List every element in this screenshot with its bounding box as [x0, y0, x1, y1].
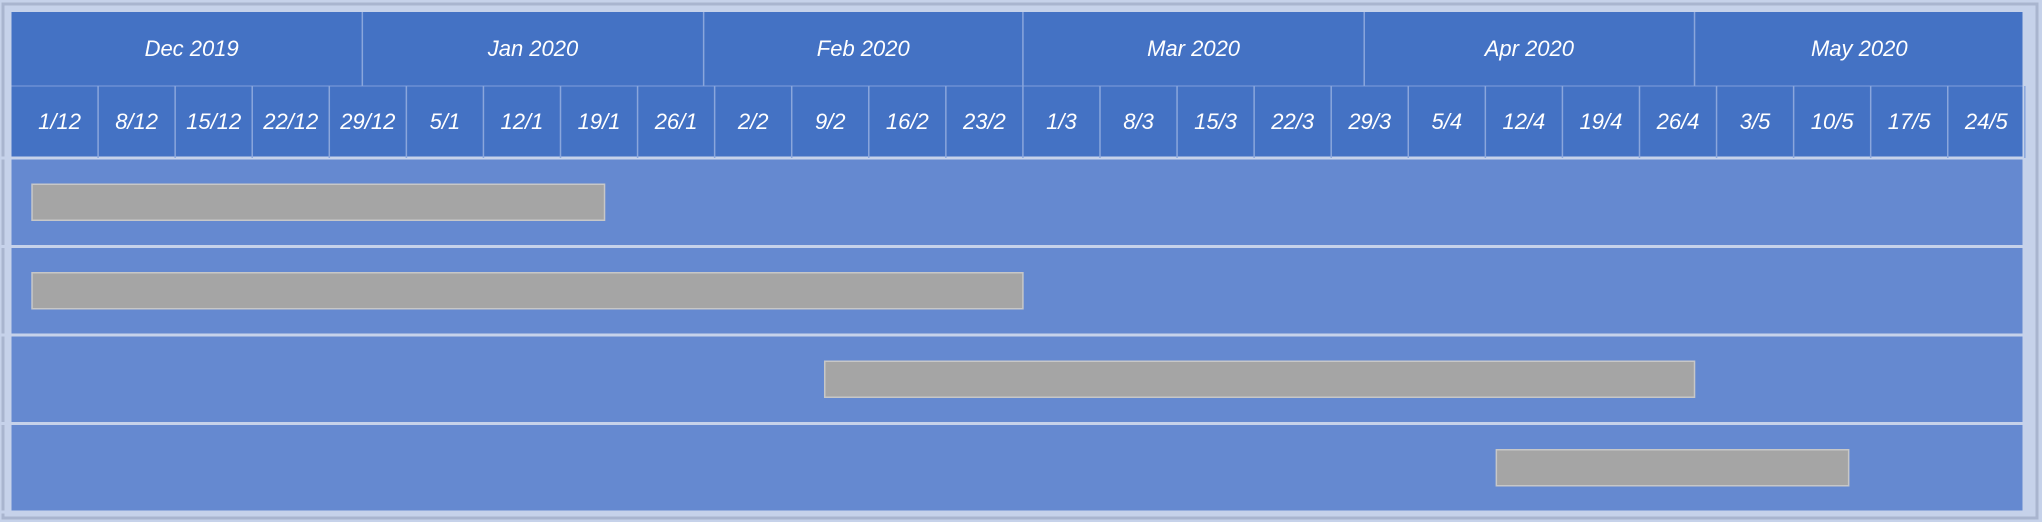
task-bar: [31, 272, 1024, 310]
week-label: 8/12: [115, 109, 158, 134]
week-label: 26/4: [1656, 109, 1700, 134]
week-header-bg: [10, 86, 2024, 158]
month-label: Dec 2019: [145, 36, 239, 61]
month-header-bg: [10, 12, 2024, 86]
week-label: 12/4: [1502, 109, 1545, 134]
week-label: 15/12: [186, 109, 241, 134]
week-label: 1/12: [38, 109, 81, 134]
week-label: 5/1: [430, 109, 461, 134]
week-label: 22/3: [1270, 109, 1315, 134]
week-label: 15/3: [1194, 109, 1238, 134]
week-label: 19/1: [578, 109, 621, 134]
week-label: 19/4: [1580, 109, 1623, 134]
week-label: 17/5: [1888, 109, 1932, 134]
week-label: 9/2: [815, 109, 846, 134]
week-label: 29/3: [1347, 109, 1392, 134]
month-label: May 2020: [1811, 36, 1908, 61]
week-label: 29/12: [339, 109, 395, 134]
week-label: 3/5: [1740, 109, 1771, 134]
week-label: 5/4: [1432, 109, 1463, 134]
week-label: 1/3: [1046, 109, 1077, 134]
week-label: 26/1: [654, 109, 698, 134]
week-label: 16/2: [886, 109, 929, 134]
month-label: Feb 2020: [817, 36, 911, 61]
week-label: 23/2: [962, 109, 1006, 134]
month-label: Mar 2020: [1147, 36, 1241, 61]
month-label: Apr 2020: [1483, 36, 1575, 61]
week-label: 24/5: [1964, 109, 2009, 134]
task-bar: [823, 360, 1696, 398]
task-bar: [31, 183, 606, 221]
week-label: 2/2: [737, 109, 769, 134]
week-label: 12/1: [501, 109, 544, 134]
month-label: Jan 2020: [487, 36, 579, 61]
week-label: 8/3: [1123, 109, 1154, 134]
week-label: 22/12: [262, 109, 318, 134]
week-label: 10/5: [1811, 109, 1855, 134]
task-bar: [1495, 449, 1850, 487]
